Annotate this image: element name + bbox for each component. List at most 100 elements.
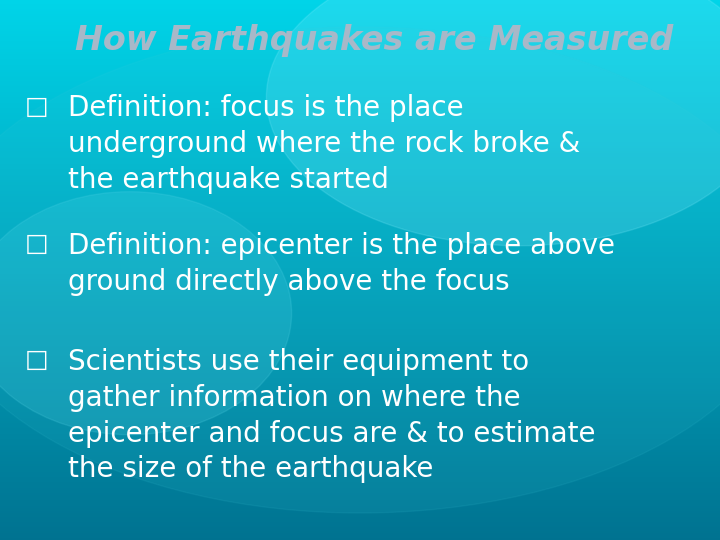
Bar	[0, 452, 720, 454]
Bar	[0, 124, 720, 126]
Bar	[0, 389, 720, 390]
Bar	[0, 23, 720, 25]
Bar	[0, 362, 720, 363]
Bar	[0, 140, 720, 142]
Bar	[0, 139, 720, 140]
Bar	[0, 9, 720, 11]
Bar	[0, 61, 720, 63]
Bar	[0, 319, 720, 320]
Bar	[0, 525, 720, 528]
Bar	[0, 335, 720, 336]
Bar	[0, 7, 720, 9]
Bar	[0, 491, 720, 493]
Bar	[0, 326, 720, 328]
Bar	[0, 412, 720, 414]
Bar	[0, 182, 720, 184]
Bar	[0, 34, 720, 36]
Bar	[0, 396, 720, 398]
Bar	[0, 328, 720, 329]
Bar	[0, 194, 720, 196]
Bar	[0, 360, 720, 362]
Bar	[0, 146, 720, 147]
Bar	[0, 11, 720, 12]
Bar	[0, 214, 720, 216]
Bar	[0, 373, 720, 374]
Bar	[0, 297, 720, 299]
Bar	[0, 428, 720, 430]
Bar	[0, 342, 720, 344]
Bar	[0, 421, 720, 423]
Bar	[0, 409, 720, 410]
Bar	[0, 529, 720, 531]
Bar	[0, 201, 720, 204]
Bar	[0, 171, 720, 173]
Bar	[0, 504, 720, 506]
Bar	[0, 254, 720, 255]
Bar	[0, 144, 720, 146]
Bar	[0, 258, 720, 259]
Bar	[0, 535, 720, 536]
Bar	[0, 448, 720, 450]
Bar	[0, 339, 720, 340]
Bar	[0, 130, 720, 131]
Bar	[0, 142, 720, 144]
Bar	[0, 347, 720, 349]
Text: □: □	[25, 94, 49, 118]
Bar	[0, 99, 720, 101]
Text: □: □	[25, 232, 49, 256]
Bar	[0, 518, 720, 520]
Bar	[0, 493, 720, 495]
Bar	[0, 248, 720, 250]
Bar	[0, 58, 720, 59]
Bar	[0, 18, 720, 20]
Bar	[0, 187, 720, 189]
Bar	[0, 0, 720, 2]
Bar	[0, 355, 720, 356]
Bar	[0, 506, 720, 508]
Bar	[0, 113, 720, 115]
Bar	[0, 490, 720, 491]
Bar	[0, 474, 720, 475]
Bar	[0, 29, 720, 31]
Bar	[0, 277, 720, 279]
Bar	[0, 508, 720, 509]
Bar	[0, 511, 720, 513]
Bar	[0, 416, 720, 417]
Bar	[0, 153, 720, 155]
Bar	[0, 281, 720, 282]
Bar	[0, 385, 720, 387]
Bar	[0, 470, 720, 471]
Bar	[0, 27, 720, 29]
Bar	[0, 366, 720, 367]
Bar	[0, 441, 720, 443]
Bar	[0, 427, 720, 428]
Bar	[0, 119, 720, 120]
Bar	[0, 50, 720, 52]
Bar	[0, 180, 720, 182]
Bar	[0, 522, 720, 524]
Bar	[0, 88, 720, 90]
Bar	[0, 239, 720, 241]
Bar	[0, 65, 720, 66]
Bar	[0, 228, 720, 231]
Bar	[0, 351, 720, 353]
Bar	[0, 369, 720, 371]
Bar	[0, 209, 720, 211]
Bar	[0, 166, 720, 167]
Bar	[0, 160, 720, 162]
Bar	[0, 434, 720, 436]
Bar	[0, 331, 720, 333]
Bar	[0, 439, 720, 441]
Bar	[0, 454, 720, 455]
Bar	[0, 39, 720, 42]
Bar	[0, 488, 720, 490]
Bar	[0, 227, 720, 228]
Bar	[0, 231, 720, 232]
Text: Definition: epicenter is the place above
ground directly above the focus: Definition: epicenter is the place above…	[68, 232, 616, 296]
Bar	[0, 306, 720, 308]
Bar	[0, 220, 720, 221]
Bar	[0, 234, 720, 236]
Bar	[0, 495, 720, 497]
Bar	[0, 444, 720, 447]
Bar	[0, 150, 720, 151]
